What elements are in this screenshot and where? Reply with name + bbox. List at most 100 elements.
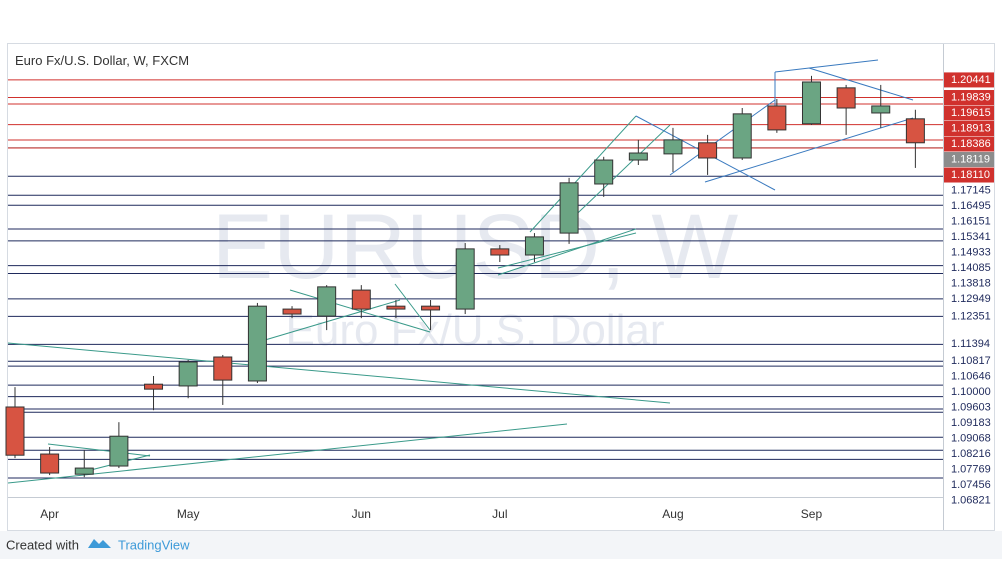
price-label-bg [944, 493, 994, 509]
footer-bar [0, 531, 1002, 559]
brand-name[interactable]: TradingView [118, 537, 190, 552]
watermark: EURUSD, W [212, 196, 739, 298]
trend-line [289, 289, 431, 333]
price-label-bg [944, 121, 994, 137]
candle-body [767, 105, 787, 131]
y-tick-label: 1.06821 [951, 495, 991, 507]
price-label-bg [944, 308, 994, 324]
price-label-bg [944, 446, 994, 462]
price-label-bg [944, 336, 994, 352]
candle-body [732, 113, 752, 159]
y-tick-label: 1.20441 [951, 74, 991, 86]
price-label-bg [944, 214, 994, 230]
y-tick-label: 1.10646 [951, 371, 991, 383]
y-tick-label: 1.09603 [951, 402, 991, 414]
trend-line [497, 232, 637, 269]
price-label-bg [944, 105, 994, 121]
candle-body [386, 305, 406, 310]
brand-logo [88, 539, 111, 548]
x-tick-label: May [177, 507, 200, 521]
price-label-bg [944, 229, 994, 245]
candle-body [524, 236, 544, 256]
y-tick-label: 1.08216 [951, 448, 991, 460]
trend-line [774, 59, 879, 73]
candle-body [663, 139, 683, 155]
watermark-subtitle: Euro Fx/U.S. Dollar [286, 306, 665, 355]
price-label-bg [944, 90, 994, 106]
candle-body [871, 105, 891, 114]
price-label-bg [944, 431, 994, 447]
price-label-bg [944, 136, 994, 152]
trend-line [47, 443, 151, 457]
y-tick-label: 1.16151 [951, 215, 991, 227]
y-tick-label: 1.18913 [951, 122, 991, 134]
price-label-bg [944, 369, 994, 385]
candle-body [490, 248, 510, 256]
price-label-bg [944, 260, 994, 276]
price-labels: 1.20441 1.19839 1.19615 1.18913 1.18386 1.181… [944, 72, 994, 509]
candle-body [178, 361, 198, 387]
y-tick-label: 1.07769 [951, 464, 991, 476]
y-tick-label: 1.10817 [951, 355, 991, 367]
x-tick-label: Apr [40, 507, 59, 521]
y-tick-label: 1.17145 [951, 184, 991, 196]
candle-body [40, 453, 60, 474]
trend-line [704, 117, 914, 183]
trend-line [529, 115, 637, 233]
y-tick-label: 1.10000 [951, 386, 991, 398]
trend-line [7, 342, 671, 404]
price-label-bg [944, 477, 994, 493]
x-tick-label: Jun [352, 507, 371, 521]
candle-body [282, 308, 302, 315]
x-tick-label: Jul [492, 507, 507, 521]
candle-body [905, 118, 925, 144]
price-label-bg [944, 291, 994, 307]
candle-body [351, 289, 371, 310]
y-tick-label: 1.11394 [951, 338, 990, 350]
y-tick-label: 1.18119 [951, 153, 990, 165]
price-label-bg [944, 167, 994, 183]
y-tick-label: 1.14085 [951, 262, 991, 274]
y-tick-label: 1.18386 [951, 138, 991, 150]
price-label-bg [944, 384, 994, 400]
price-label-bg [944, 152, 994, 168]
candle-body [317, 286, 337, 317]
candle-body [801, 81, 821, 125]
price-label-bg [944, 415, 994, 431]
candle-body [421, 305, 441, 311]
y-tick-label: 1.15341 [951, 231, 991, 243]
y-tick-label: 1.12351 [951, 310, 991, 322]
y-tick-label: 1.19615 [951, 107, 991, 119]
y-tick-label: 1.14933 [951, 246, 991, 258]
y-tick-label: 1.09183 [951, 417, 991, 429]
candle-body [109, 435, 129, 467]
price-label-bg [944, 183, 994, 199]
candle-body [455, 248, 475, 310]
trend-line [7, 423, 568, 484]
chart-frame [7, 43, 995, 531]
candles [5, 75, 925, 478]
x-tick-label: Aug [662, 507, 683, 521]
x-tick-label: Sep [801, 507, 823, 521]
footer-text: Created with [6, 537, 79, 552]
trend-line [264, 299, 401, 341]
trend-line [669, 99, 776, 176]
price-label-bg [944, 245, 994, 261]
price-label-bg [944, 276, 994, 292]
candle-body [594, 159, 614, 185]
y-tick-label: 1.07456 [951, 479, 991, 491]
y-tick-label: 1.13818 [951, 277, 991, 289]
candle-body [559, 182, 579, 234]
trend-line [497, 228, 637, 276]
trend-line [808, 67, 914, 101]
y-tick-label: 1.09068 [951, 433, 991, 445]
price-label-bg [944, 72, 994, 88]
candle-body [836, 87, 856, 109]
trend-line [394, 283, 431, 331]
y-tick-label: 1.19839 [951, 91, 991, 103]
candle-body [628, 152, 648, 161]
price-label-bg [944, 198, 994, 214]
price-label-bg [944, 400, 994, 416]
